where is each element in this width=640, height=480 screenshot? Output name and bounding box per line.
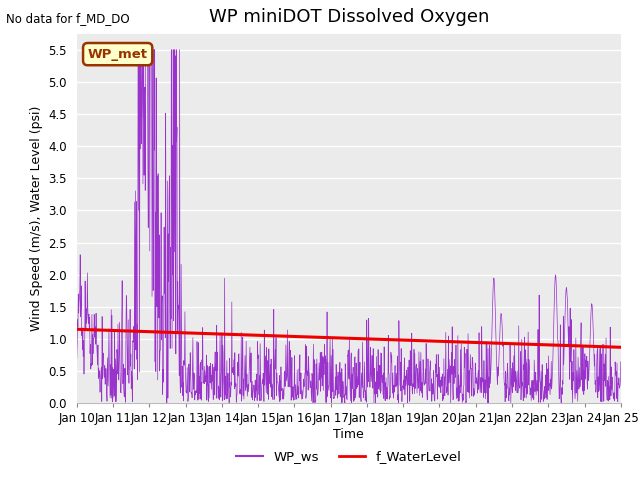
Y-axis label: Wind Speed (m/s), Water Level (psi): Wind Speed (m/s), Water Level (psi) bbox=[30, 106, 43, 331]
Text: WP_met: WP_met bbox=[88, 48, 148, 60]
X-axis label: Time: Time bbox=[333, 428, 364, 441]
Text: No data for f_MD_DO: No data for f_MD_DO bbox=[6, 12, 130, 25]
Legend: WP_ws, f_WaterLevel: WP_ws, f_WaterLevel bbox=[231, 445, 467, 468]
Title: WP miniDOT Dissolved Oxygen: WP miniDOT Dissolved Oxygen bbox=[209, 9, 489, 26]
